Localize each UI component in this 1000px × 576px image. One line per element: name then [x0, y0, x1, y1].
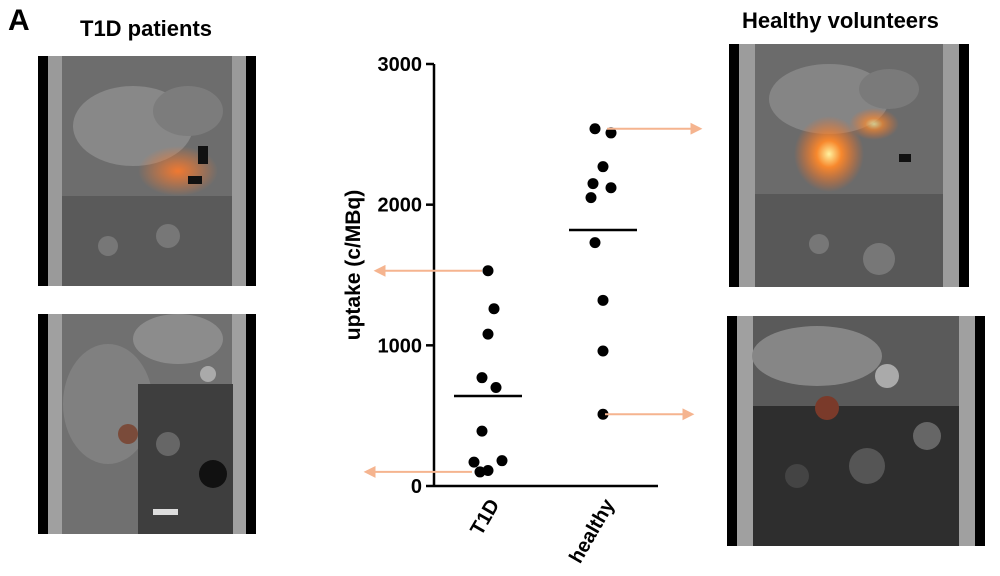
data-point-t1d — [488, 303, 500, 315]
data-point-healthy — [597, 161, 609, 173]
data-point-t1d — [496, 455, 508, 467]
data-point-t1d — [476, 425, 488, 437]
panel-label: A — [8, 4, 30, 37]
data-point-healthy — [597, 408, 609, 420]
data-point-healthy — [587, 178, 599, 190]
image-link-arrows — [363, 122, 703, 478]
x-tick-label-healthy: healthy — [565, 495, 620, 567]
ct-scan-healthy-low — [727, 316, 985, 546]
y-tick-label: 0 — [411, 476, 422, 498]
data-point-t1d — [474, 466, 486, 478]
data-point-healthy — [589, 123, 601, 135]
data-point-healthy — [589, 237, 601, 249]
data-point-t1d — [490, 382, 502, 394]
data-point-healthy — [597, 345, 609, 357]
x-tick-label-t1d: T1D — [466, 496, 504, 540]
healthy-group-title: Healthy volunteers — [742, 8, 939, 33]
mean-lines — [454, 228, 637, 398]
data-point-healthy — [585, 192, 597, 204]
uptake-scatter-chart: 0 1000 2000 3000 T1D healthy uptake (c/MBq) — [342, 54, 703, 567]
y-axis-label: uptake (c/MBq) — [342, 190, 365, 341]
data-point-healthy — [597, 294, 609, 306]
ct-scan-healthy-high — [729, 44, 969, 287]
y-tick-label: 3000 — [378, 54, 423, 76]
data-point-healthy — [605, 182, 617, 194]
y-tick-label: 1000 — [378, 335, 423, 357]
x-axis: T1D healthy — [434, 484, 658, 567]
y-tick-label: 2000 — [378, 195, 423, 217]
ct-scan-t1d-low — [38, 314, 256, 534]
data-point-healthy — [605, 127, 617, 139]
data-point-t1d — [482, 265, 494, 277]
data-point-t1d — [482, 328, 494, 340]
y-axis: 0 1000 2000 3000 — [378, 54, 436, 498]
t1d-group-title: T1D patients — [80, 16, 213, 41]
data-point-t1d — [468, 456, 480, 468]
data-points — [468, 123, 617, 478]
data-point-t1d — [476, 372, 488, 384]
ct-scan-t1d-high — [38, 56, 256, 286]
